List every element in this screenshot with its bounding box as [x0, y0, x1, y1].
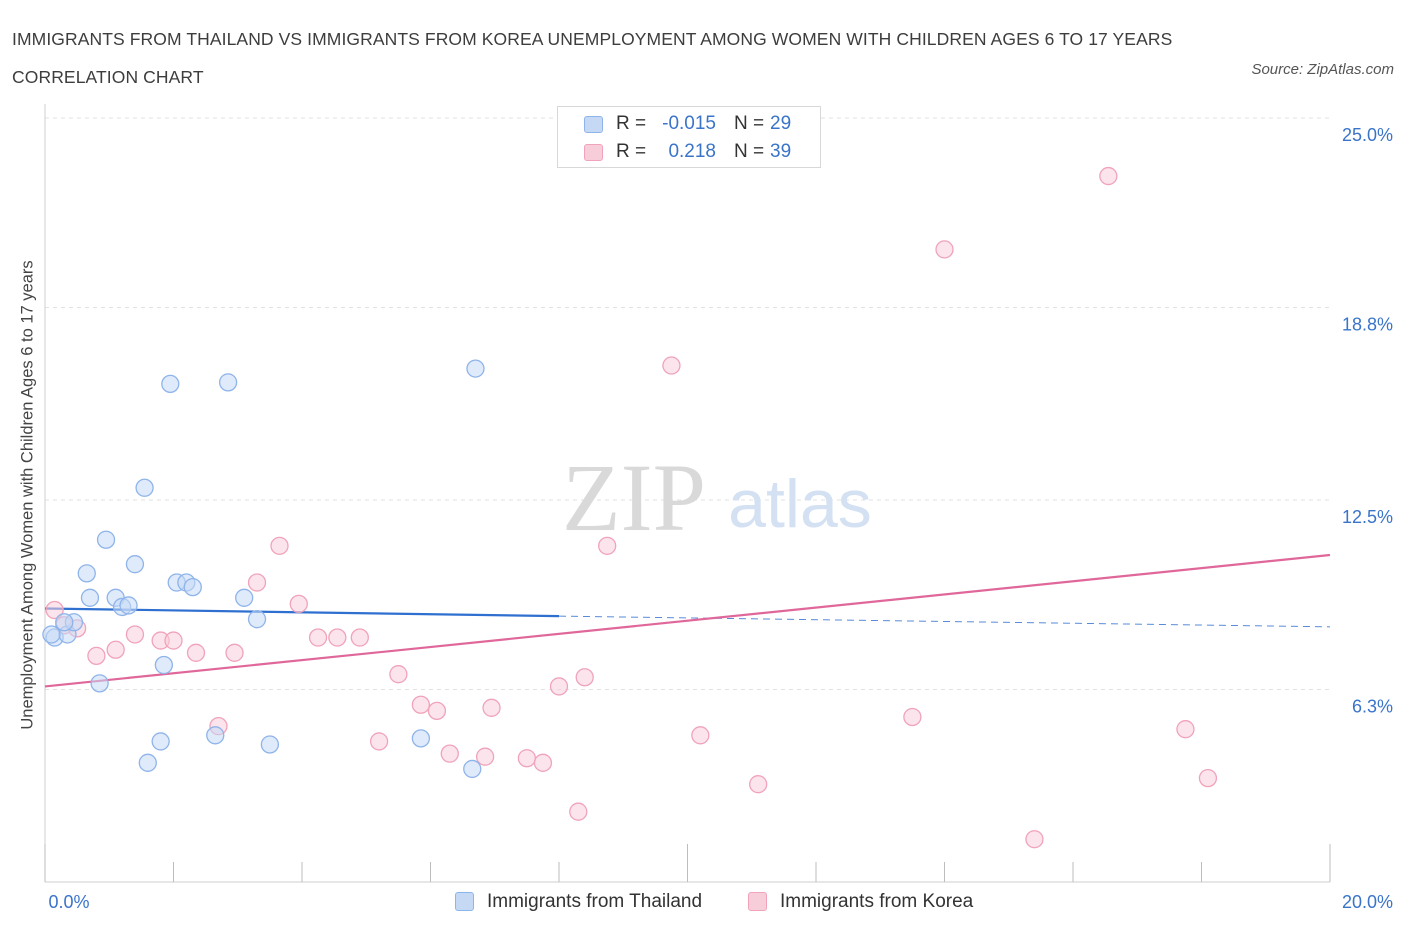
y-tick-label: 25.0% — [1342, 125, 1393, 145]
korea-point — [575, 668, 594, 687]
korea-point — [125, 625, 145, 644]
trend-lines — [44, 553, 1331, 688]
y-tick-label: 6.3% — [1352, 696, 1393, 716]
korea-point — [475, 747, 495, 766]
korea-point — [691, 726, 710, 745]
korea-point — [389, 665, 408, 684]
n-value: 29 — [770, 113, 792, 134]
korea-point — [427, 701, 447, 721]
korea-point — [186, 643, 206, 662]
korea-point — [903, 707, 922, 727]
n-label: N = — [734, 141, 765, 162]
korea-point — [270, 536, 289, 555]
korea-point — [106, 640, 125, 659]
korea-point — [549, 677, 569, 696]
thailand-point — [218, 373, 238, 392]
n-value: 39 — [770, 141, 792, 162]
thailand-point — [206, 726, 225, 745]
r-label: R = — [616, 141, 647, 162]
legend-label-korea: Immigrants from Korea — [780, 891, 974, 912]
korea-point — [935, 240, 954, 259]
korea-point — [369, 732, 389, 751]
korea-point — [1198, 768, 1218, 788]
legend-row-korea: R = 0.218 N = 39 — [558, 138, 820, 166]
source-label: Source: ZipAtlas.com — [1251, 61, 1394, 78]
y-tick-label: 12.5% — [1342, 507, 1393, 527]
n-label: N = — [734, 113, 765, 134]
korea-swatch — [584, 144, 603, 161]
korea-point — [225, 643, 244, 662]
thailand-point — [466, 359, 485, 378]
thailand-point — [125, 555, 145, 574]
legend-row-thailand: R = -0.015 N = 29 — [558, 110, 820, 138]
r-value: 0.218 — [668, 141, 716, 162]
thailand-point — [235, 588, 254, 607]
thailand-point — [96, 530, 116, 549]
korea-point — [662, 356, 681, 375]
r-value: -0.015 — [662, 113, 716, 134]
thailand-point — [135, 478, 154, 497]
x-tick-label: 0.0% — [48, 892, 89, 912]
thailand-swatch — [584, 116, 603, 133]
x-tick-labels: 0.0% 20.0% — [48, 892, 1393, 912]
thailand-point — [411, 729, 431, 748]
thailand-point — [183, 577, 202, 597]
korea-point — [87, 646, 106, 666]
y-tick-labels: 6.3% 12.5% 18.8% 25.0% — [1342, 125, 1393, 716]
thailand-point — [247, 610, 267, 629]
korea-point — [350, 628, 369, 647]
korea-point — [533, 753, 553, 772]
korea-trend-line — [44, 553, 1331, 688]
thailand-legend-swatch — [455, 892, 474, 911]
legend-label-thailand: Immigrants from Thailand — [487, 891, 703, 912]
y-tick-label: 18.8% — [1342, 314, 1393, 334]
thailand-point — [138, 753, 157, 772]
korea-point — [569, 802, 588, 821]
thailand-point — [463, 759, 482, 779]
korea-point — [517, 749, 537, 768]
thailand-point — [260, 735, 280, 754]
axes — [44, 104, 1331, 883]
korea-point — [1099, 166, 1118, 186]
r-label: R = — [616, 113, 647, 134]
korea-point — [1025, 830, 1044, 849]
korea-point — [1176, 720, 1195, 739]
korea-point — [289, 594, 308, 614]
korea-point — [247, 573, 267, 592]
korea-point — [749, 775, 768, 794]
korea-point — [440, 744, 459, 763]
thailand-trend-extension — [558, 615, 1331, 628]
thailand-point — [151, 732, 170, 751]
thailand-point — [80, 588, 100, 607]
x-tick-label: 20.0% — [1342, 892, 1393, 912]
series-legend: Immigrants from Thailand Immigrants from… — [0, 888, 1406, 916]
korea-point — [164, 631, 183, 650]
korea-legend-swatch — [748, 892, 767, 911]
korea-point — [328, 628, 347, 647]
korea-point — [308, 628, 328, 647]
thailand-point — [161, 374, 180, 394]
data-points — [42, 166, 1218, 849]
watermark-atlas: atlas — [728, 466, 872, 542]
korea-point — [411, 695, 431, 714]
korea-point — [482, 698, 501, 717]
watermark-zip: ZIP — [562, 444, 706, 551]
thailand-point — [77, 564, 96, 583]
correlation-legend: R = -0.015 N = 29 R = 0.218 N = 39 — [557, 106, 821, 168]
korea-point — [45, 600, 64, 620]
thailand-point — [90, 674, 109, 693]
thailand-point — [119, 596, 138, 615]
thailand-point — [154, 655, 174, 675]
thailand-point — [42, 625, 61, 644]
korea-point — [598, 536, 617, 555]
chart-title: IMMIGRANTS FROM THAILAND VS IMMIGRANTS F… — [12, 29, 1173, 87]
thailand-point — [55, 613, 74, 632]
